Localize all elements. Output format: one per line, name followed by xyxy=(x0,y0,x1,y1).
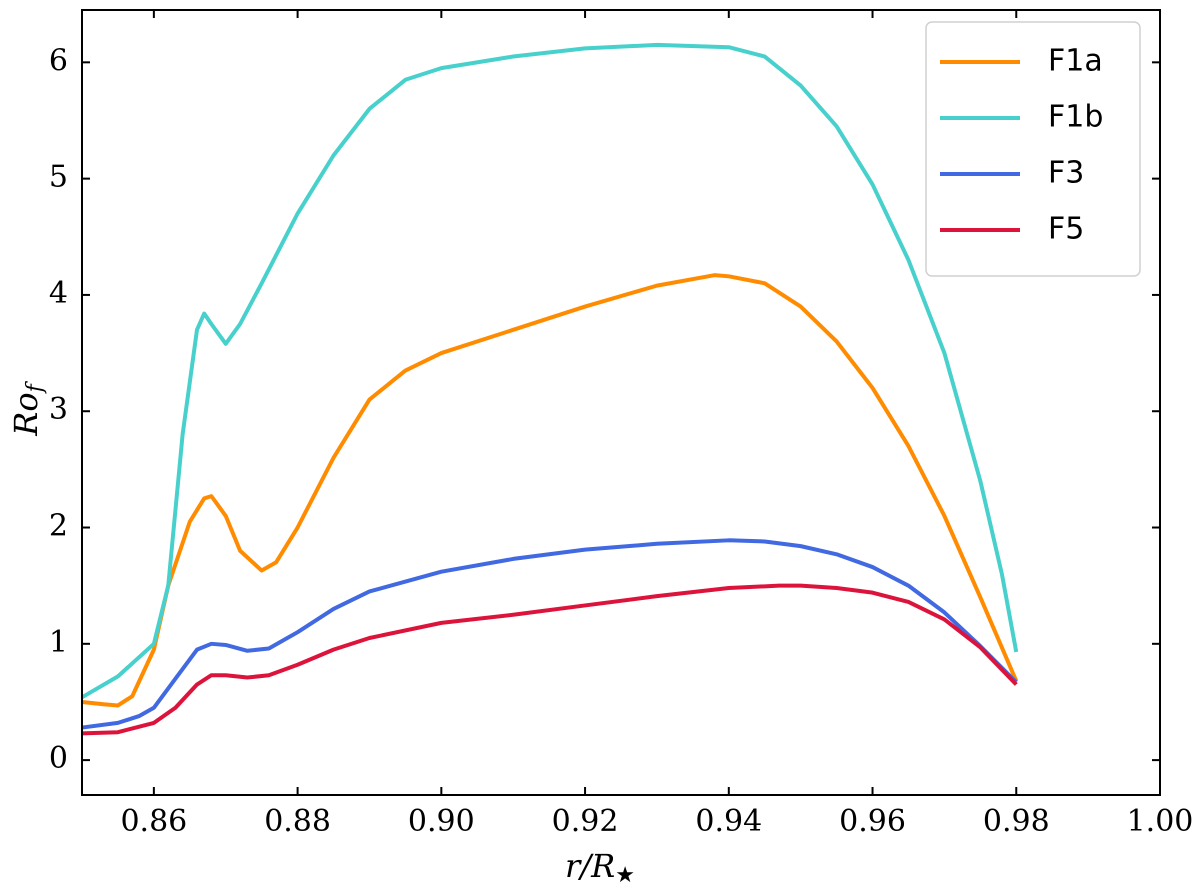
x-tick-label: 0.94 xyxy=(695,804,762,839)
x-tick-label: 0.90 xyxy=(408,804,475,839)
x-tick-label: 0.86 xyxy=(120,804,187,839)
data-line xyxy=(81,538,1018,730)
y-tick-label: 0 xyxy=(49,741,68,776)
data-line xyxy=(80,42,1019,700)
y-tick-label: 3 xyxy=(49,392,68,427)
legend-label: F5 xyxy=(1048,212,1084,247)
legend-box xyxy=(925,21,1141,277)
y-tick-label: 4 xyxy=(49,276,68,311)
x-tick-label: 0.98 xyxy=(983,804,1050,839)
legend-label: F1b xyxy=(1048,100,1103,135)
y-tick-label: 6 xyxy=(49,43,68,78)
legend: F1a F1b F3 F5 xyxy=(925,21,1141,277)
x-tick-label: 0.88 xyxy=(264,804,331,839)
x-tick-label: 0.92 xyxy=(552,804,619,839)
x-tick-label: 0.96 xyxy=(839,804,906,839)
legend-label: F3 xyxy=(1048,156,1084,191)
x-axis-label: r/R★ xyxy=(565,847,635,889)
y-tick-label: 2 xyxy=(49,509,68,544)
y-tick-label: 5 xyxy=(49,160,68,195)
y-tick-label: 1 xyxy=(49,625,68,660)
legend-label: F1a xyxy=(1048,44,1103,79)
y-axis-label: Rof xyxy=(7,380,49,436)
x-tick-label: 1.00 xyxy=(1127,804,1194,839)
data-line xyxy=(81,583,1018,736)
plot-frame xyxy=(81,9,1161,796)
